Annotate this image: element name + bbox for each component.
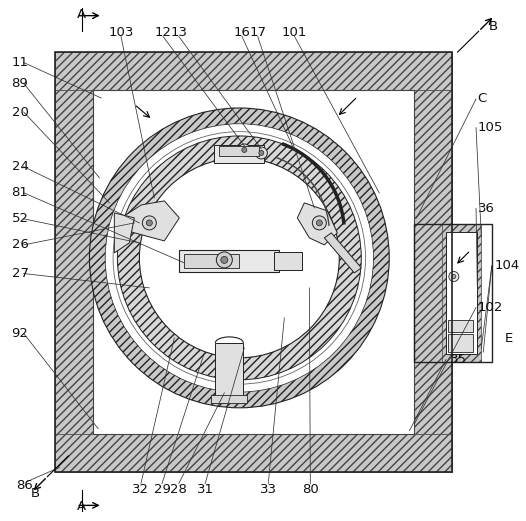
Bar (448, 334, 473, 352)
Circle shape (238, 144, 250, 156)
Bar (55, 90, 93, 433)
Text: 16: 16 (234, 26, 250, 39)
Circle shape (105, 124, 373, 392)
Text: C: C (478, 93, 487, 105)
Text: 32: 32 (133, 483, 149, 496)
Bar (414, 90, 452, 433)
Text: 89: 89 (12, 77, 28, 90)
Text: B: B (489, 20, 498, 32)
Text: 28: 28 (170, 483, 187, 496)
Bar (55, 433, 452, 472)
Text: 105: 105 (478, 121, 503, 134)
Text: 102: 102 (478, 301, 503, 314)
Text: 104: 104 (494, 259, 520, 272)
Bar (55, 52, 452, 90)
Text: 11: 11 (12, 56, 28, 69)
Text: 20: 20 (12, 106, 28, 118)
Circle shape (143, 216, 156, 230)
Bar (219, 146, 259, 156)
Text: 36: 36 (478, 202, 494, 215)
Text: E: E (505, 332, 513, 345)
Text: 92: 92 (12, 327, 28, 340)
Bar (275, 252, 302, 270)
Text: 33: 33 (260, 483, 277, 496)
Circle shape (89, 108, 389, 408)
Text: 101: 101 (282, 26, 307, 39)
Circle shape (216, 252, 232, 268)
Circle shape (146, 220, 153, 226)
Text: 35: 35 (450, 353, 467, 366)
Bar (55, 52, 452, 472)
Circle shape (255, 147, 267, 159)
Polygon shape (297, 203, 337, 245)
Bar (442, 224, 481, 362)
Text: 17: 17 (249, 26, 266, 39)
Text: 13: 13 (170, 26, 187, 39)
Circle shape (221, 256, 228, 264)
Polygon shape (325, 233, 361, 273)
Text: 27: 27 (12, 267, 28, 280)
Circle shape (117, 136, 361, 380)
Circle shape (449, 271, 459, 281)
Circle shape (316, 220, 322, 226)
Bar (214, 145, 265, 163)
Text: A: A (77, 500, 86, 513)
Bar (211, 395, 247, 403)
Text: 31: 31 (197, 483, 214, 496)
Bar (179, 250, 279, 272)
Text: B: B (31, 488, 41, 500)
Circle shape (139, 158, 339, 358)
Text: 52: 52 (12, 213, 28, 225)
Bar (446, 232, 477, 354)
Polygon shape (122, 201, 179, 241)
Text: 29: 29 (154, 483, 170, 496)
Polygon shape (114, 213, 134, 253)
Text: 26: 26 (12, 239, 28, 251)
Bar (448, 320, 473, 332)
Text: 12: 12 (155, 26, 171, 39)
Text: 80: 80 (302, 483, 319, 496)
Text: 103: 103 (108, 26, 134, 39)
Text: 81: 81 (12, 187, 28, 199)
Circle shape (312, 216, 326, 230)
Text: 24: 24 (12, 160, 28, 173)
Text: 86: 86 (16, 479, 33, 492)
Circle shape (452, 275, 456, 279)
Bar (215, 343, 244, 398)
Text: A: A (77, 8, 86, 21)
Circle shape (242, 147, 247, 153)
Bar (93, 90, 414, 433)
Circle shape (259, 151, 264, 155)
Bar (414, 224, 492, 362)
Bar (184, 254, 239, 268)
